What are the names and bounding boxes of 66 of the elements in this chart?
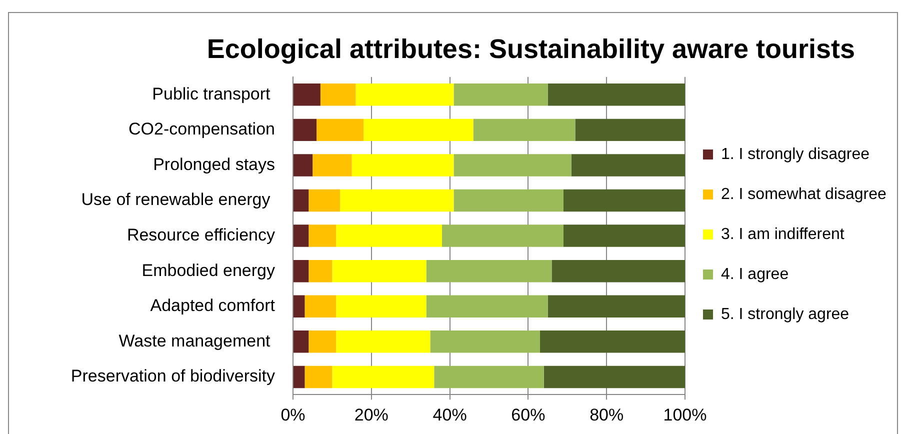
bar [294, 189, 309, 212]
bar [332, 366, 434, 388]
bar [304, 295, 336, 318]
y-tick-label: Embodied energy [142, 260, 276, 280]
bar [294, 84, 320, 106]
y-tick-label: Adapted comfort [150, 296, 276, 316]
y-tick-label: Resource efficiency [126, 225, 276, 244]
bar [544, 366, 685, 388]
bar [312, 154, 352, 176]
bar [308, 330, 336, 353]
bar [563, 189, 685, 212]
bar [336, 224, 442, 247]
bar [294, 330, 309, 353]
y-tick-label: Public transport [152, 84, 275, 104]
bar [563, 224, 685, 247]
bar [340, 189, 454, 212]
bar [426, 295, 548, 318]
bar [473, 118, 576, 142]
x-tick-label: 40% [432, 405, 467, 424]
bar [540, 330, 685, 353]
bar [308, 189, 340, 212]
bar [294, 154, 313, 176]
bar [304, 366, 332, 388]
bar [575, 118, 685, 142]
bar [352, 154, 454, 176]
bar [356, 84, 454, 106]
bar [336, 295, 426, 318]
bar [442, 224, 564, 247]
bar [364, 118, 474, 142]
bar [316, 118, 364, 142]
bar [332, 260, 426, 282]
y-tick-label: Prolonged stays [153, 154, 275, 174]
bar [294, 224, 309, 247]
bar [308, 224, 336, 247]
bar [294, 118, 317, 142]
y-tick-label: CO2-compensation [128, 120, 275, 139]
legend-label: 1. I strongly disagree [721, 146, 870, 163]
bar [320, 84, 356, 106]
bar [571, 154, 685, 176]
y-tick-label: Waste management [118, 331, 275, 350]
bar [426, 260, 552, 282]
bar [308, 260, 332, 282]
legend-label: 5. I strongly agree [721, 306, 850, 323]
legend-label: 3. I am indifferent [721, 226, 845, 243]
bar [336, 330, 430, 353]
x-tick-label: 100% [663, 405, 707, 424]
legend-label: 2. I somewhat disagree [721, 186, 887, 203]
bar [294, 295, 305, 318]
bar [294, 366, 305, 388]
y-tick-label: Use of renewable energy [81, 190, 275, 210]
chart-title: Ecological attributes: Sustainability aware tourists [206, 33, 856, 65]
x-tick-label: 0% [280, 405, 306, 424]
bar [294, 260, 309, 282]
y-tick-label: Preservation of biodiversity [70, 366, 276, 386]
bar [454, 154, 572, 176]
bar [548, 295, 685, 318]
x-tick-label: 60% [511, 405, 546, 424]
bar [434, 366, 544, 388]
x-tick-label: 20% [354, 405, 388, 424]
legend-label: 4. I agree [721, 266, 789, 283]
bar [454, 189, 564, 212]
bar [430, 330, 540, 353]
bar [552, 260, 685, 282]
x-tick-label: 80% [590, 405, 624, 424]
bar [454, 84, 548, 106]
bar [548, 84, 685, 106]
